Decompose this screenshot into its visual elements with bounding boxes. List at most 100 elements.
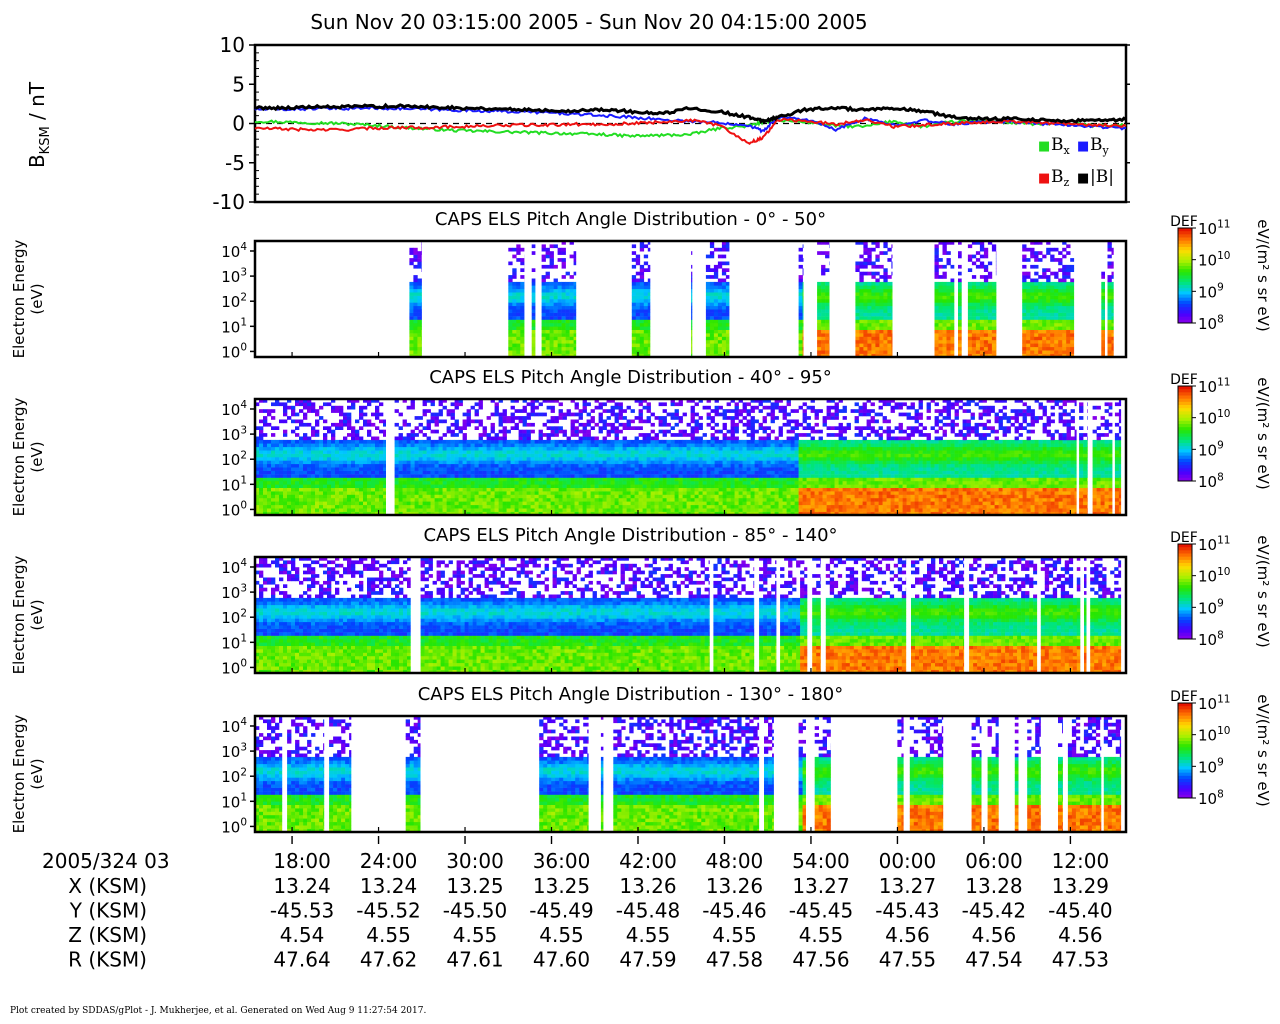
- spectrogram-cell: [1034, 343, 1039, 348]
- spectrogram-cell: [565, 343, 570, 348]
- spectrogram-cell: [351, 443, 356, 448]
- spectrogram-cell: [271, 416, 276, 420]
- spectrogram-cell: [582, 422, 587, 427]
- spectrogram-cell: [542, 439, 547, 444]
- spectrogram-cell: [802, 333, 804, 337]
- spectrogram-cell: [319, 453, 324, 458]
- spectrogram-cell: [647, 319, 651, 324]
- spectrogram-cell: [518, 504, 523, 509]
- spectrogram-cell: [1038, 346, 1043, 351]
- spectrogram-cell: [295, 460, 300, 465]
- spectrogram-cell: [594, 422, 599, 427]
- spectrogram-cell: [375, 409, 380, 413]
- spectrogram-cell: [522, 467, 527, 471]
- spectrogram-cell: [287, 405, 292, 410]
- spectrogram-cell: [654, 460, 659, 465]
- spectrogram-cell: [259, 443, 264, 448]
- spectrogram-cell: [639, 305, 645, 310]
- spectrogram-cell: [442, 494, 447, 499]
- spectrogram-cell: [379, 429, 384, 434]
- spectrogram-cell: [371, 450, 376, 454]
- spectrogram-cell: [359, 436, 364, 441]
- spectrogram-cell: [506, 501, 511, 506]
- spectrogram-cell: [526, 446, 531, 451]
- spectrogram-cell: [514, 457, 519, 461]
- spectrogram-cell: [506, 470, 511, 475]
- spectrogram-cell: [508, 278, 513, 283]
- spectrogram-cell: [512, 309, 517, 313]
- spectrogram-cell: [542, 480, 547, 485]
- spectrogram-cell: [558, 474, 563, 478]
- spectrogram-cell: [967, 353, 973, 357]
- spectrogram-cell: [271, 511, 276, 515]
- spectrogram-cell: [983, 299, 989, 303]
- spectrogram-cell: [299, 491, 304, 495]
- spectrogram-cell: [557, 309, 562, 313]
- spectrogram-cell: [1062, 285, 1067, 290]
- spectrogram-cell: [363, 494, 368, 499]
- spectrogram-cell: [383, 487, 386, 492]
- spectrogram-cell: [267, 453, 272, 458]
- spectrogram-cell: [546, 508, 551, 512]
- spectrogram-cell: [717, 329, 723, 334]
- spectrogram-cell: [1101, 312, 1105, 317]
- spectrogram-cell: [510, 399, 515, 403]
- spectrogram-cell: [375, 487, 380, 492]
- spectrogram-cell: [662, 480, 667, 485]
- spectrogram-cell: [454, 504, 459, 509]
- spectrogram-cell: [569, 305, 574, 310]
- spectrogram-cell: [875, 295, 880, 300]
- spectrogram-cell: [654, 480, 659, 485]
- spectrogram-cell: [554, 433, 559, 437]
- spectrogram-cell: [991, 295, 997, 300]
- spectrogram-cell: [554, 446, 559, 451]
- spectrogram-cell: [646, 480, 651, 485]
- spectrogram-cell: [418, 450, 423, 454]
- spectrogram-cell: [538, 439, 543, 444]
- spectrogram-cell: [502, 426, 507, 430]
- spectrogram-cell: [554, 501, 559, 506]
- spectrogram-cell: [414, 484, 419, 488]
- spectrogram-cell: [1046, 299, 1051, 303]
- spectrogram-cell: [817, 350, 822, 354]
- spectrogram-cell: [303, 501, 308, 506]
- spectrogram-cell: [638, 443, 643, 448]
- spectrogram-cell: [875, 336, 880, 341]
- spectrogram-cell: [295, 497, 300, 502]
- spectrogram-cell: [375, 484, 380, 488]
- spectrogram-cell: [934, 316, 939, 320]
- spectrogram-cell: [545, 299, 550, 303]
- spectrogram-cell: [618, 508, 623, 512]
- spectrogram-cell: [825, 281, 830, 286]
- spectrogram-cell: [534, 508, 539, 512]
- spectrogram-cell: [413, 251, 418, 255]
- spectrogram-cell: [303, 453, 308, 458]
- spectrogram-cell: [454, 474, 459, 478]
- spectrogram-cell: [934, 281, 939, 286]
- spectrogram-cell: [520, 299, 525, 303]
- spectrogram-cell: [942, 339, 947, 344]
- spectrogram-cell: [530, 477, 535, 482]
- spectrogram-cell: [626, 457, 631, 461]
- spectrogram-cell: [379, 457, 384, 461]
- spectrogram-cell: [662, 429, 667, 434]
- spectrogram-cell: [602, 453, 607, 458]
- spectrogram-cell: [512, 333, 517, 337]
- spectrogram-cell: [582, 480, 587, 485]
- spectrogram-cell: [413, 309, 418, 313]
- spectrogram-cell: [409, 339, 414, 344]
- spectrogram-cell: [958, 309, 962, 313]
- spectrogram-cell: [550, 405, 555, 410]
- spectrogram-cell: [1107, 329, 1112, 334]
- spectrogram-cell: [417, 278, 422, 283]
- spectrogram-cell: [643, 350, 649, 354]
- spectrogram-cell: [538, 494, 543, 499]
- spectrogram-cell: [879, 322, 884, 327]
- spectrogram-cell: [267, 412, 272, 417]
- spectrogram-cell: [406, 433, 411, 437]
- spectrogram-cell: [275, 504, 280, 509]
- spectrogram-cell: [522, 409, 527, 413]
- spectrogram-cell: [1062, 346, 1067, 351]
- spectrogram-cell: [426, 501, 431, 506]
- legend-swatch: ■: [1077, 171, 1089, 186]
